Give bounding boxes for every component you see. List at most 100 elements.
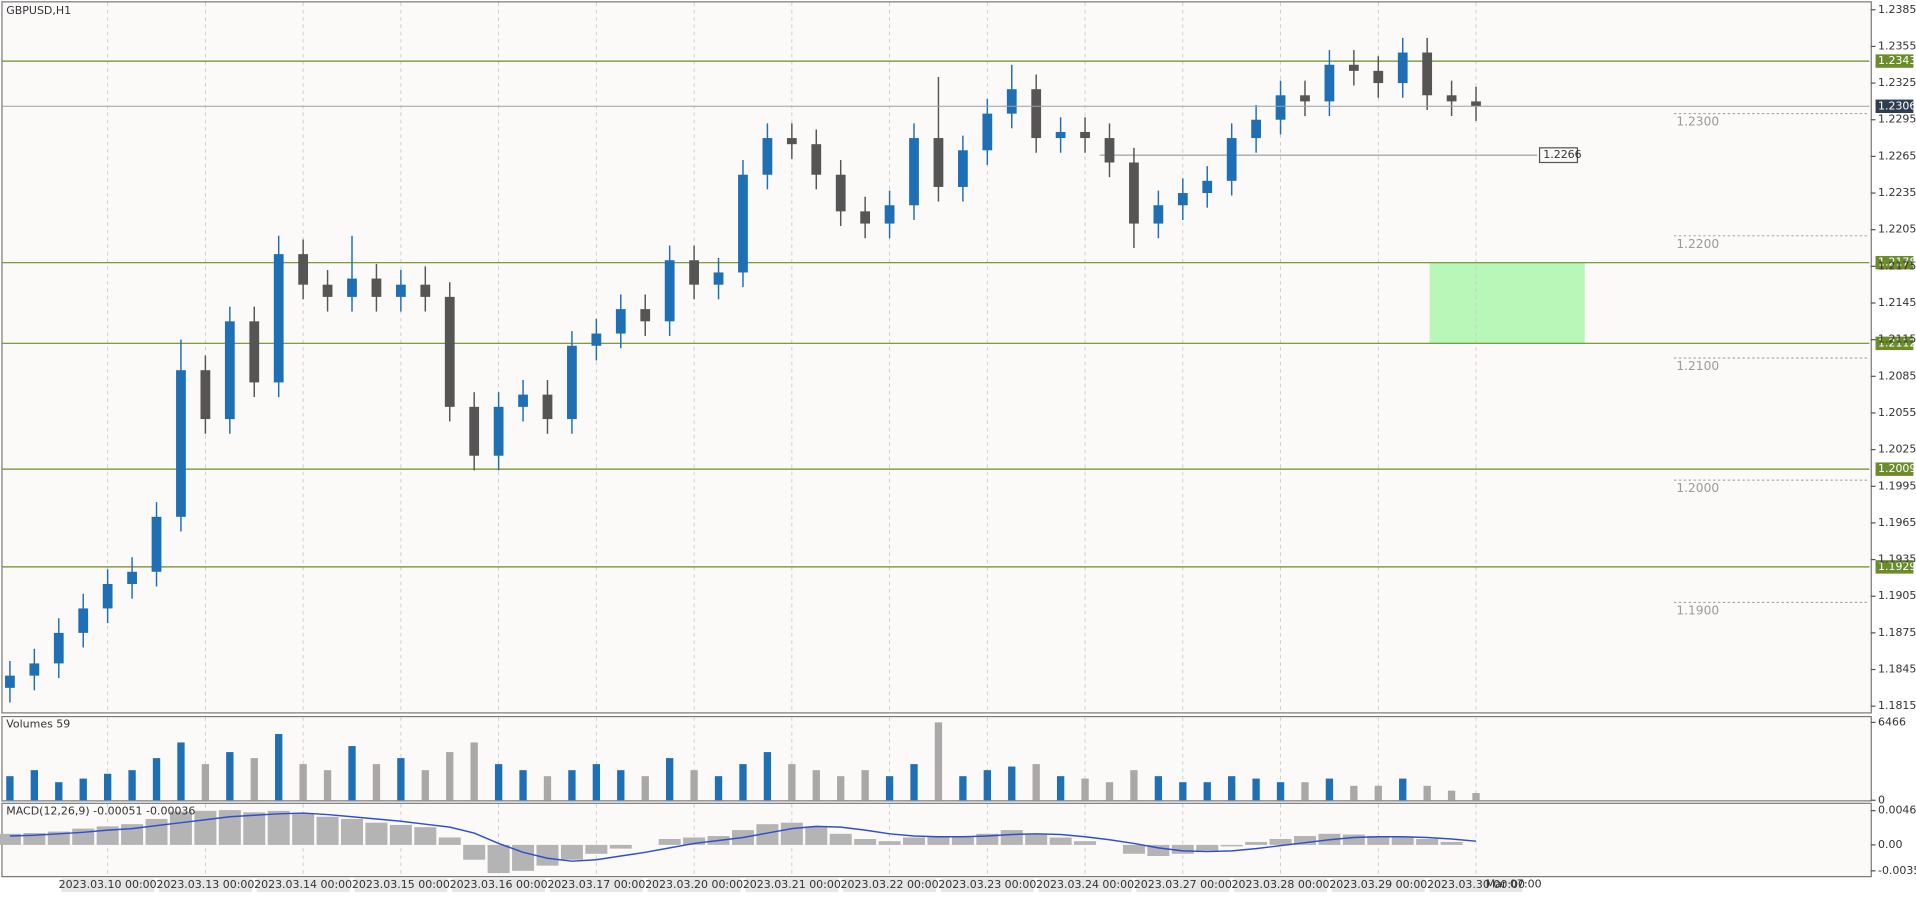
x-label-box bbox=[256, 878, 350, 892]
macd-title: MACD(12,26,9) -0.00051 -0.00036 bbox=[6, 804, 195, 817]
level-label-box bbox=[1875, 54, 1914, 68]
y-tick-label: -0.0035 bbox=[1878, 864, 1916, 877]
y-tick-label: 0 bbox=[1878, 793, 1885, 806]
volume-bar bbox=[519, 770, 527, 801]
volume-bar bbox=[763, 752, 772, 801]
candle-body bbox=[273, 254, 284, 383]
candle-body bbox=[518, 394, 528, 407]
x-label-box bbox=[158, 878, 252, 892]
candle-body bbox=[1324, 64, 1335, 102]
candle-body bbox=[298, 254, 309, 285]
macd-bar bbox=[1416, 838, 1439, 845]
y-tick-label: 1.2235 bbox=[1878, 186, 1916, 199]
candle-body bbox=[78, 608, 89, 633]
level-label-box bbox=[1875, 462, 1914, 476]
macd-bar bbox=[414, 827, 437, 845]
x-tick-label: 2023.03.15 00:00 bbox=[352, 878, 450, 891]
volume-bar bbox=[1252, 778, 1260, 801]
macd-bar bbox=[536, 844, 559, 866]
macd-bar bbox=[1025, 833, 1048, 845]
macd-bar bbox=[927, 836, 950, 845]
volume-bar bbox=[812, 770, 820, 801]
macd-bar bbox=[267, 810, 290, 845]
volume-bar bbox=[934, 722, 943, 801]
volume-bar bbox=[226, 752, 234, 801]
candle-body bbox=[444, 296, 455, 407]
volume-bar bbox=[1130, 770, 1138, 801]
macd-bar bbox=[463, 844, 486, 860]
candle-body bbox=[1471, 101, 1481, 107]
x-label-box bbox=[1136, 878, 1230, 892]
macd-bar bbox=[194, 810, 217, 845]
volume-bar bbox=[543, 776, 552, 801]
x-label-box bbox=[1429, 878, 1523, 892]
round-level-label: 1.1900 bbox=[1676, 603, 1719, 617]
macd-bar bbox=[1196, 844, 1219, 851]
macd-bar bbox=[316, 816, 339, 845]
x-tick-label: 2023.03.17 00:00 bbox=[547, 878, 645, 891]
candle-body bbox=[567, 345, 577, 420]
volume-bar bbox=[470, 742, 478, 801]
volume-bar bbox=[983, 770, 991, 801]
candle-body bbox=[542, 394, 553, 420]
candle-body bbox=[982, 113, 993, 151]
volume-bar bbox=[1399, 778, 1407, 801]
candle-body bbox=[884, 205, 895, 224]
volume-bar bbox=[128, 770, 136, 801]
y-tick-label: 1.1845 bbox=[1878, 663, 1916, 676]
candle-body bbox=[860, 211, 871, 224]
macd-bar bbox=[903, 837, 926, 845]
volume-title: Volumes 59 bbox=[6, 718, 70, 731]
volume-bar bbox=[690, 770, 698, 801]
volume-bar bbox=[861, 770, 869, 801]
macd-bar bbox=[145, 818, 168, 845]
volume-bar bbox=[1325, 778, 1334, 801]
x-label-box bbox=[745, 878, 839, 892]
level-label: 1.2178 bbox=[1878, 256, 1916, 269]
candle-body bbox=[713, 272, 724, 285]
y-tick-label: 1.2175 bbox=[1878, 259, 1916, 272]
candle-body bbox=[371, 278, 382, 297]
macd-bar bbox=[169, 811, 192, 845]
macd-bar bbox=[389, 824, 412, 845]
macd-bar bbox=[1269, 838, 1292, 845]
volume-bar bbox=[299, 764, 307, 801]
candle-body bbox=[689, 260, 699, 285]
volume-bar bbox=[1472, 793, 1480, 801]
y-tick-label: 1.1905 bbox=[1878, 589, 1916, 602]
macd-bar bbox=[487, 844, 510, 874]
candle-body bbox=[1446, 95, 1457, 102]
macd-bar bbox=[512, 844, 535, 871]
y-tick-label: 0.00 bbox=[1878, 838, 1902, 851]
y-tick-label: 1.2145 bbox=[1878, 296, 1916, 309]
macd-bar bbox=[1245, 841, 1268, 845]
volume-bar bbox=[1374, 785, 1382, 801]
candle-body bbox=[664, 260, 675, 322]
y-tick-label: 1.1875 bbox=[1878, 626, 1916, 639]
volume-bar bbox=[446, 752, 454, 801]
macd-bar bbox=[829, 833, 852, 845]
y-tick-label: 1.2385 bbox=[1878, 3, 1916, 16]
candle-body bbox=[151, 516, 162, 572]
macd-bar bbox=[1049, 837, 1072, 845]
volume-bar bbox=[348, 746, 356, 801]
macd-bar bbox=[1122, 844, 1145, 854]
macd-bar bbox=[683, 837, 706, 845]
volume-bar bbox=[494, 764, 503, 801]
x-label-box bbox=[843, 878, 937, 892]
volume-bar bbox=[275, 734, 283, 801]
zone bbox=[1429, 262, 1585, 344]
candle-body bbox=[249, 321, 260, 383]
candle-body bbox=[1251, 119, 1261, 139]
candle-body bbox=[1226, 138, 1237, 181]
signal-line bbox=[9, 812, 1477, 862]
macd-bar bbox=[878, 841, 901, 845]
volume-bar bbox=[959, 776, 967, 801]
x-tick-label: 2023.03.23 00:00 bbox=[938, 878, 1036, 891]
y-tick-label: 1.2355 bbox=[1878, 39, 1916, 52]
volume-bar bbox=[1276, 782, 1285, 801]
candle-body bbox=[1373, 70, 1384, 84]
